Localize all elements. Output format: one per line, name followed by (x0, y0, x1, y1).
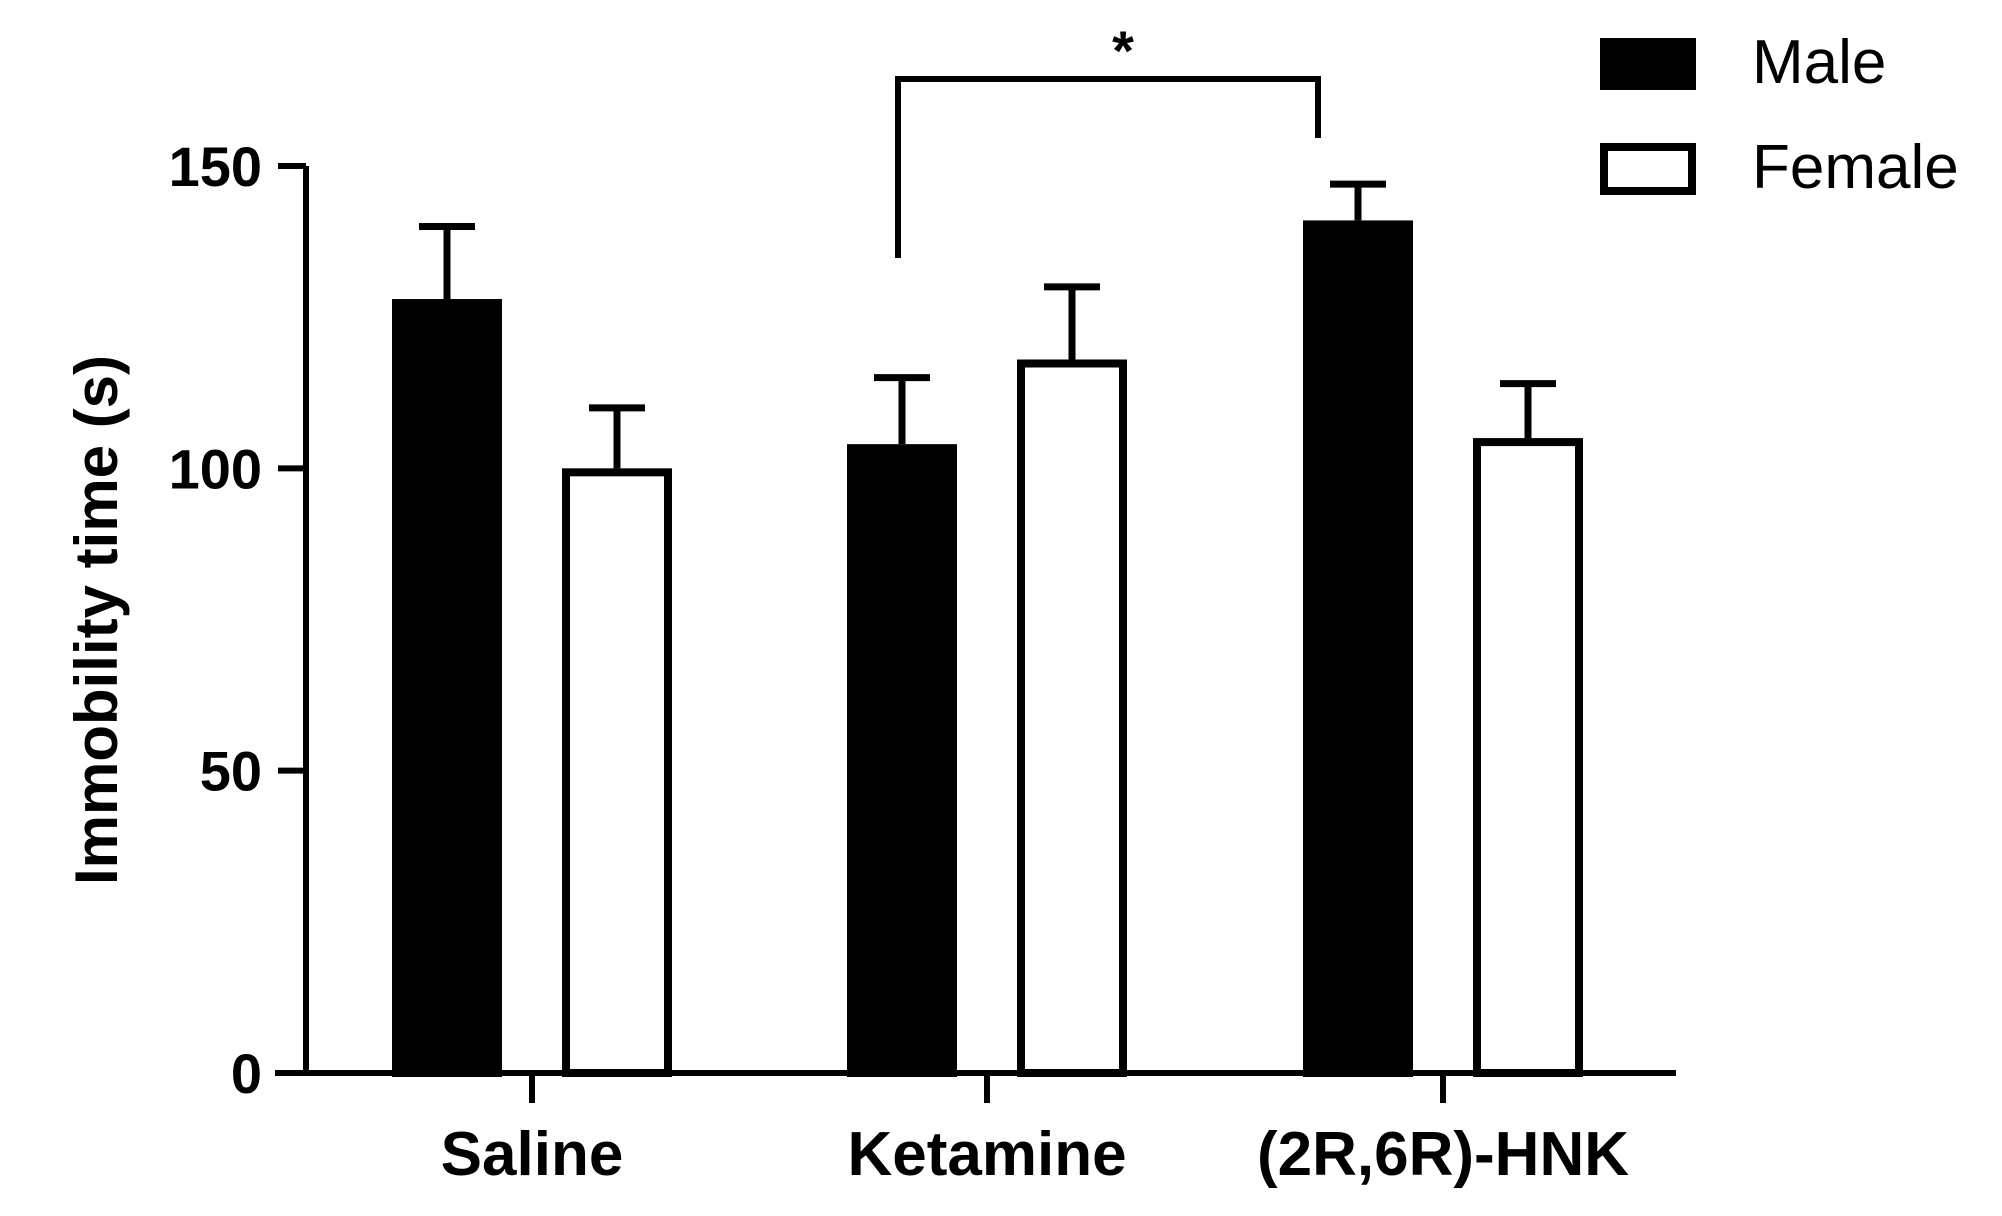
bar-female-2r-6r-hnk (1473, 438, 1583, 1078)
legend-label-male: Male (1752, 28, 1886, 97)
significance-bracket (895, 76, 1321, 258)
bar-female-saline (562, 468, 672, 1078)
legend: Male Female (1600, 28, 1959, 202)
bar-male-saline (392, 299, 502, 1077)
bar-male-ketamine (847, 444, 957, 1077)
bar-male-2r-6r-hnk (1303, 220, 1413, 1078)
significance-annotation: * (895, 19, 1321, 258)
legend-swatch-female (1600, 143, 1696, 195)
y-tick-label-50: 50 (200, 740, 262, 803)
error-bars-layer (419, 180, 1556, 469)
category-label-ketamine: Ketamine (847, 1120, 1126, 1189)
significance-star: * (1112, 19, 1134, 82)
y-tick-label-150: 150 (169, 135, 262, 198)
category-label-2r-6r-hnk: (2R,6R)-HNK (1257, 1120, 1629, 1189)
legend-swatch-male (1600, 38, 1696, 90)
bars-layer (392, 220, 1583, 1078)
bar-female-ketamine (1017, 359, 1127, 1077)
category-label-saline: Saline (441, 1120, 624, 1189)
y-tick-label-100: 100 (169, 437, 262, 500)
x-categories: Saline Ketamine (2R,6R)-HNK (441, 1073, 1629, 1189)
y-ticks: 0 50 100 150 (169, 135, 306, 1105)
legend-label-female: Female (1752, 133, 1959, 202)
y-axis-title: Immobility time (s) (63, 355, 130, 885)
y-tick-label-0: 0 (231, 1042, 262, 1105)
